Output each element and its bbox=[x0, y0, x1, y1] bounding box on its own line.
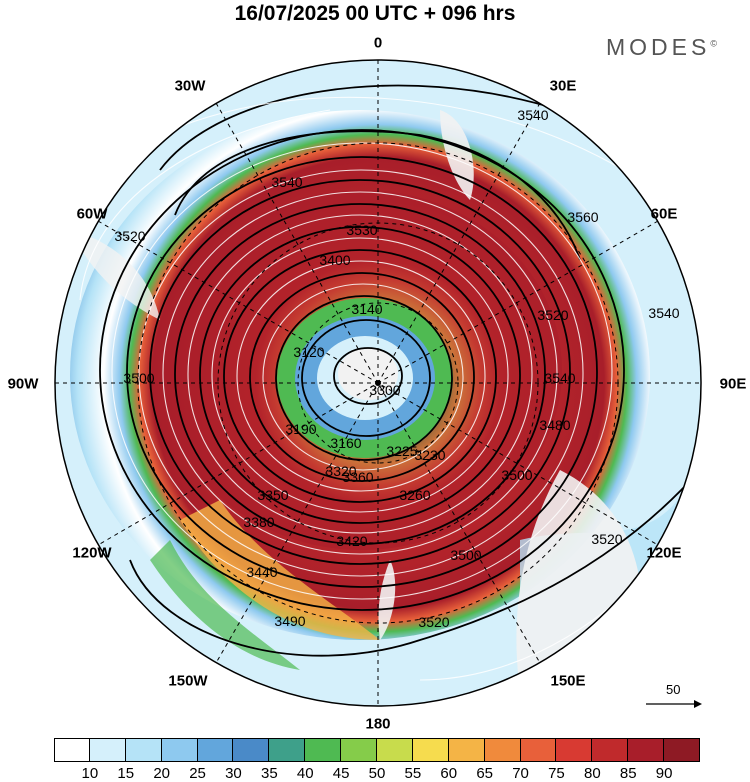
contour-label: 3520 bbox=[418, 614, 449, 630]
reference-vector bbox=[646, 700, 702, 708]
contour-label: 3500 bbox=[123, 370, 154, 386]
colorbar-swatch bbox=[161, 738, 198, 762]
colorbar-tick-label: 25 bbox=[189, 765, 206, 782]
brand-logo: MODES© bbox=[606, 34, 717, 61]
map-boundary bbox=[54, 59, 702, 707]
contour-label: 3320 bbox=[325, 463, 356, 479]
africa-landmass bbox=[440, 110, 474, 200]
colorbar-tick-label: 85 bbox=[619, 765, 637, 782]
map-title: 16/07/2025 00 UTC + 096 hrs bbox=[234, 2, 516, 25]
contour-label: 3140 bbox=[351, 301, 382, 317]
colorbar-swatch bbox=[233, 738, 270, 762]
colorbar-tick-label: 75 bbox=[548, 765, 565, 782]
contour-label: 3520 bbox=[537, 307, 568, 323]
colorbar-swatch bbox=[664, 738, 701, 762]
colorbar-tick-label: 10 bbox=[81, 765, 99, 782]
contour-label: 3420 bbox=[336, 533, 367, 549]
colorbar-tick-label: 40 bbox=[296, 765, 314, 782]
lon-120e-label: 120E bbox=[646, 544, 682, 562]
lon-60w-label: 60W bbox=[76, 205, 108, 223]
colorbar-swatch bbox=[89, 738, 126, 762]
contour-label: 3520 bbox=[114, 228, 145, 244]
contour-label: 3560 bbox=[567, 209, 598, 225]
brand-name: MODES bbox=[606, 34, 711, 60]
lon-180-label: 180 bbox=[365, 715, 391, 733]
colorbar-swatch bbox=[520, 738, 557, 762]
lon-0-label: 0 bbox=[373, 34, 383, 52]
south-pole-marker bbox=[375, 380, 381, 386]
contour-label: 3540 bbox=[544, 370, 575, 386]
colorbar-swatch bbox=[341, 738, 378, 762]
contour-label: 3540 bbox=[517, 107, 548, 123]
contour-label: 3230 bbox=[414, 447, 445, 463]
contour-label: 3190 bbox=[285, 421, 316, 437]
contour-label: 3260 bbox=[399, 487, 430, 503]
colorbar-swatch bbox=[305, 738, 342, 762]
contour-label: 3500 bbox=[450, 547, 481, 563]
contour-label: 3540 bbox=[271, 174, 302, 190]
contour-label: 3300 bbox=[369, 382, 400, 398]
contour-label: 3500 bbox=[501, 467, 532, 483]
colorbar-tick-label: 80 bbox=[583, 765, 601, 782]
colorbar-tick-label: 70 bbox=[512, 765, 529, 782]
colorbar-tick-label: 30 bbox=[225, 765, 242, 782]
colorbar-swatch bbox=[448, 738, 485, 762]
height-contours bbox=[99, 84, 701, 657]
colorbar-swatch bbox=[556, 738, 593, 762]
contour-label: 3380 bbox=[243, 514, 274, 530]
colorbar-swatch bbox=[628, 738, 665, 762]
contour-label: 3480 bbox=[539, 417, 570, 433]
contour-label: 3225 bbox=[386, 443, 417, 459]
colorbar-tick-label: 90 bbox=[655, 765, 673, 782]
contour-label: 3360 bbox=[342, 469, 373, 485]
brand-copyright: © bbox=[710, 38, 717, 49]
colorbar-swatch bbox=[54, 738, 90, 762]
colorbar-swatch bbox=[592, 738, 629, 762]
colorbar-swatch bbox=[269, 738, 306, 762]
lon-120w-label: 120W bbox=[72, 544, 112, 562]
contour-label: 3440 bbox=[246, 564, 277, 580]
colorbar-swatch bbox=[484, 738, 521, 762]
colorbar-swatch bbox=[412, 738, 449, 762]
lon-60e-label: 60E bbox=[650, 205, 678, 223]
colorbar-tick-label: 60 bbox=[440, 765, 458, 782]
colorbar-tick-label: 15 bbox=[117, 765, 135, 782]
streamlines bbox=[79, 96, 691, 681]
colorbar-tick-label: 20 bbox=[153, 765, 170, 782]
colorbar-tick-label: 55 bbox=[404, 765, 422, 782]
lon-150e-label: 150E bbox=[550, 672, 586, 690]
contour-label: 3490 bbox=[274, 613, 305, 629]
contour-label: 3350 bbox=[257, 487, 288, 503]
lon-30w-label: 30W bbox=[174, 77, 206, 95]
colorbar-tick-label: 65 bbox=[476, 765, 493, 782]
lon-90w-label: 90W bbox=[7, 375, 39, 393]
contour-label: 3120 bbox=[293, 344, 324, 360]
lon-90e-label: 90E bbox=[719, 375, 747, 393]
reference-vector-label: 50 bbox=[666, 682, 681, 697]
colorbar bbox=[54, 738, 701, 762]
contour-label: 3520 bbox=[591, 531, 622, 547]
colorbar-swatch bbox=[377, 738, 413, 762]
contour-label: 3400 bbox=[319, 252, 350, 268]
colorbar-tick-label: 45 bbox=[332, 765, 350, 782]
contour-label: 3540 bbox=[648, 305, 679, 321]
contour-label: 3530 bbox=[346, 222, 377, 238]
colorbar-tick-label: 35 bbox=[260, 765, 278, 782]
lon-150w-label: 150W bbox=[168, 672, 208, 690]
colorbar-swatch bbox=[125, 738, 162, 762]
lon-30e-label: 30E bbox=[549, 77, 577, 95]
colorbar-tick-label: 50 bbox=[368, 765, 386, 782]
contour-label-layer: 3540 3540 3560 3540 3540 3520 3520 3500 3500 3520… bbox=[114, 107, 679, 630]
colorbar-swatch bbox=[197, 738, 234, 762]
contour-label: 3160 bbox=[330, 435, 361, 451]
